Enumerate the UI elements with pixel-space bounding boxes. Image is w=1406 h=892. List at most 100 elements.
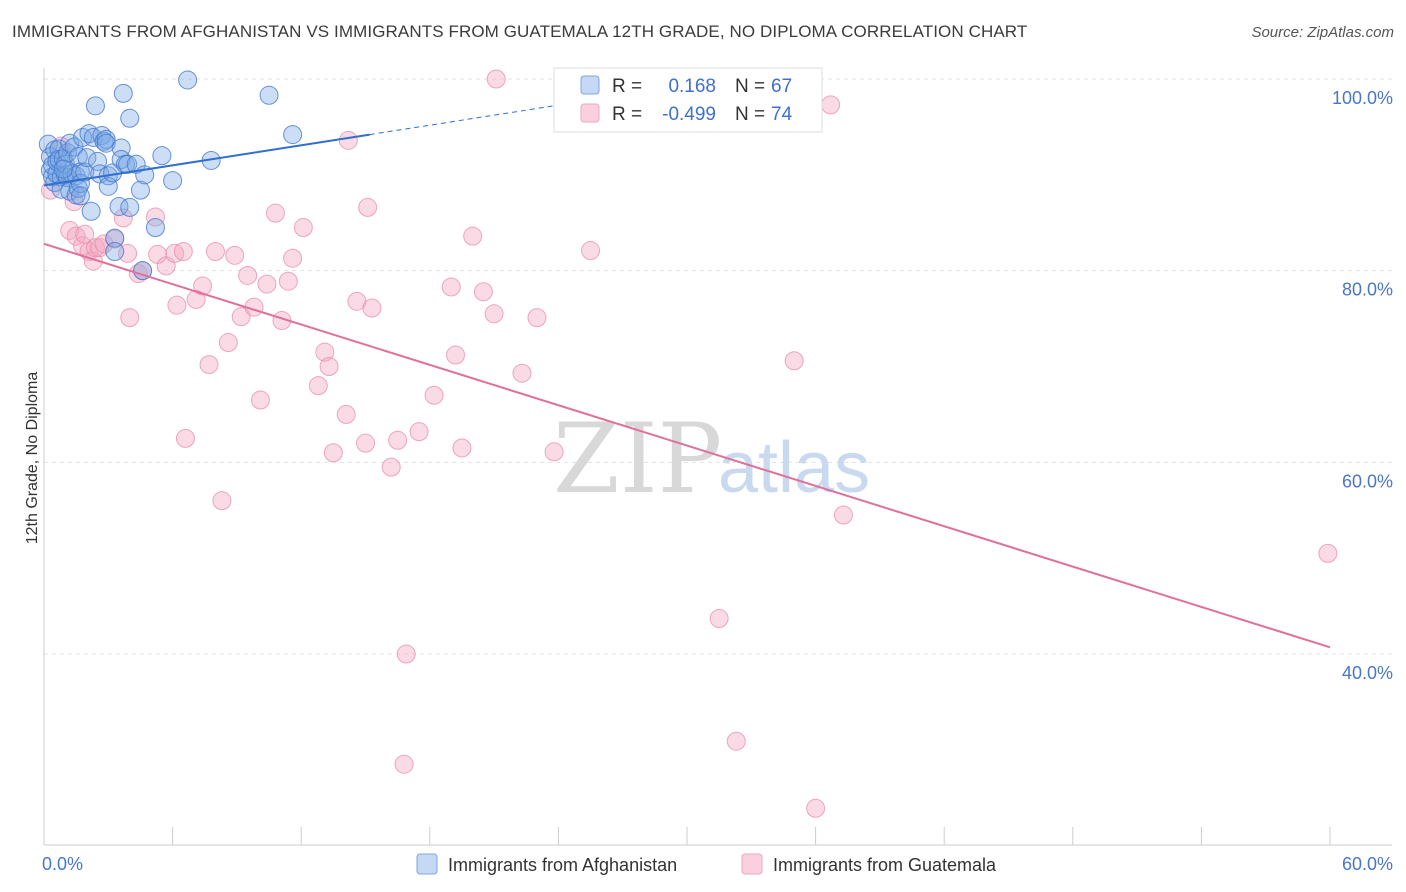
- y-tick-label-1: 80.0%: [1342, 280, 1393, 300]
- point-guatemala-18: [145, 207, 165, 227]
- point-afghanistan-62: [178, 70, 198, 90]
- y-tick-label-3: 40.0%: [1342, 663, 1393, 683]
- point-afghanistan-31: [77, 148, 97, 168]
- point-afghanistan-64: [259, 85, 279, 105]
- legend-afghanistan-label: Immigrants from Afghanistan: [448, 855, 677, 875]
- point-afghanistan-41: [96, 133, 116, 153]
- point-guatemala-69: [709, 609, 729, 629]
- point-guatemala-32: [231, 307, 251, 327]
- point-guatemala-66: [527, 308, 547, 328]
- point-guatemala-43: [315, 342, 335, 362]
- trend-line-afghanistan: [43, 133, 370, 187]
- y-tick-label-2: 60.0%: [1342, 471, 1393, 491]
- source-credit: Source: ZipAtlas.com: [1251, 24, 1394, 41]
- point-guatemala-63: [484, 304, 504, 324]
- x-tick-label-right: 60.0%: [1342, 854, 1393, 874]
- point-guatemala-26: [193, 276, 213, 296]
- point-guatemala-13: [113, 208, 133, 228]
- point-afghanistan-56: [130, 180, 150, 200]
- point-guatemala-31: [225, 245, 245, 265]
- point-guatemala-71: [784, 351, 804, 371]
- point-guatemala-68: [581, 241, 601, 261]
- legend-guatemala-swatch: [741, 853, 763, 875]
- point-guatemala-30: [218, 333, 238, 353]
- stats-afghanistan-r-label: R =: [612, 76, 642, 97]
- point-afghanistan-48: [111, 138, 131, 158]
- point-guatemala-55: [396, 644, 416, 664]
- axes: [43, 68, 1392, 846]
- trend-line-afghanistan-extension: [369, 99, 591, 136]
- point-afghanistan-33: [81, 201, 101, 221]
- point-guatemala-73: [821, 95, 841, 115]
- stats-afghanistan-r-value: 0.168: [668, 76, 716, 97]
- x-tick-label-left: 0.0%: [42, 854, 83, 874]
- point-guatemala-50: [358, 197, 378, 217]
- point-afghanistan-47: [109, 196, 129, 216]
- point-guatemala-64: [486, 69, 506, 89]
- point-afghanistan-60: [152, 146, 172, 166]
- y-axis-label: 12th Grade, No Diploma: [24, 372, 41, 545]
- point-guatemala-47: [338, 130, 358, 150]
- point-guatemala-65: [512, 363, 532, 383]
- legend: Immigrants from Afghanistan Immigrants f…: [416, 853, 997, 875]
- stats-afghanistan-swatch: [580, 75, 600, 95]
- y-tick-labels: 100.0% 80.0% 60.0% 40.0%: [1332, 88, 1393, 683]
- stats-guatemala-r-value: -0.499: [662, 104, 716, 125]
- point-guatemala-23: [173, 242, 193, 261]
- point-afghanistan-66: [53, 159, 73, 179]
- point-afghanistan-50: [113, 83, 133, 103]
- stats-box: R = 0.168 N = 67 R = -0.499 N = 74: [553, 67, 823, 133]
- point-guatemala-45: [323, 443, 343, 463]
- point-afghanistan-54: [120, 108, 140, 128]
- stats-guatemala-swatch: [580, 103, 600, 123]
- point-guatemala-36: [257, 274, 277, 294]
- point-afghanistan-65: [283, 125, 303, 145]
- point-guatemala-49: [356, 433, 375, 453]
- legend-guatemala-label: Immigrants from Guatemala: [773, 855, 997, 875]
- point-guatemala-24: [175, 428, 195, 448]
- point-afghanistan-28: [70, 186, 90, 206]
- stats-guatemala-r-label: R =: [612, 104, 642, 125]
- point-afghanistan-53: [120, 197, 140, 217]
- point-guatemala-42: [308, 376, 328, 396]
- point-guatemala-61: [463, 226, 483, 246]
- point-afghanistan-35: [85, 96, 105, 116]
- chart-title: IMMIGRANTS FROM AFGHANISTAN VS IMMIGRANT…: [12, 22, 1028, 41]
- watermark-zip: ZIP: [553, 403, 722, 515]
- legend-afghanistan-swatch: [416, 853, 438, 875]
- point-guatemala-11: [94, 234, 114, 254]
- stats-afghanistan-n-label: N =: [735, 76, 765, 97]
- point-guatemala-60: [452, 438, 472, 458]
- point-afghanistan-30: [75, 162, 95, 182]
- grid-lines: [44, 78, 1392, 655]
- point-guatemala-62: [473, 282, 493, 302]
- point-guatemala-15: [120, 308, 140, 328]
- stats-guatemala-n-label: N =: [735, 104, 765, 125]
- point-guatemala-28: [205, 242, 225, 261]
- point-guatemala-37: [265, 203, 285, 223]
- point-guatemala-67: [544, 442, 564, 462]
- trend-line-guatemala: [43, 242, 1331, 649]
- point-guatemala-22: [167, 295, 187, 315]
- point-afghanistan-46: [105, 242, 125, 261]
- point-guatemala-33: [238, 265, 258, 285]
- point-afghanistan-59: [145, 218, 165, 238]
- point-afghanistan-45: [105, 228, 125, 248]
- x-tick-labels: 0.0% 60.0%: [42, 854, 1393, 874]
- point-guatemala-59: [446, 345, 466, 365]
- point-guatemala-57: [424, 385, 444, 405]
- stats-guatemala-n-value: 74: [771, 104, 793, 125]
- trend-lines: [43, 99, 1331, 649]
- point-guatemala-35: [250, 390, 270, 410]
- point-guatemala-56: [409, 422, 429, 442]
- point-guatemala-29: [212, 491, 232, 511]
- point-guatemala-70: [726, 731, 746, 751]
- point-guatemala-52: [381, 457, 401, 477]
- point-guatemala-72: [806, 798, 826, 818]
- point-guatemala-51: [362, 298, 382, 318]
- point-guatemala-44: [319, 357, 339, 376]
- point-guatemala-75: [1318, 543, 1338, 563]
- point-guatemala-58: [441, 277, 461, 297]
- stats-afghanistan-n-value: 67: [771, 76, 792, 97]
